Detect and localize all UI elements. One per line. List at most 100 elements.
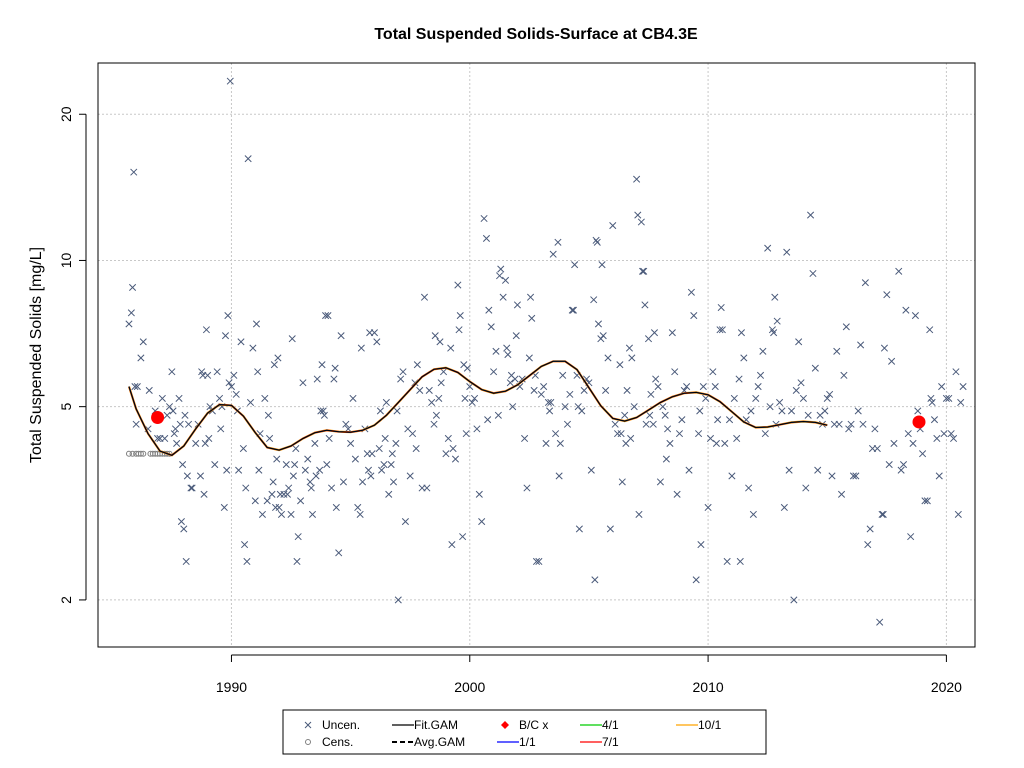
legend-item: Cens. bbox=[305, 735, 353, 749]
uncensored-point bbox=[828, 472, 836, 480]
uncensored-point bbox=[221, 332, 230, 340]
uncensored-point bbox=[269, 478, 277, 486]
uncensored-point bbox=[725, 416, 734, 424]
uncensored-point bbox=[617, 430, 625, 438]
uncensored-point bbox=[318, 361, 326, 369]
uncensored-point bbox=[187, 484, 195, 492]
uncensored-point bbox=[230, 371, 238, 379]
legend-label: Cens. bbox=[322, 735, 353, 749]
uncensored-point bbox=[697, 541, 705, 549]
uncensored-point bbox=[649, 420, 657, 428]
uncensored-point bbox=[368, 450, 376, 458]
uncensored-point bbox=[718, 326, 726, 334]
uncensored-point bbox=[555, 472, 563, 480]
uncensored-point bbox=[895, 267, 903, 275]
uncensored-point bbox=[288, 335, 296, 343]
uncensored-point bbox=[332, 503, 340, 512]
uncensored-point bbox=[389, 478, 398, 486]
uncensored-point bbox=[866, 525, 874, 533]
uncensored-point bbox=[814, 466, 822, 474]
uncensored-point bbox=[773, 317, 781, 325]
uncensored-point bbox=[883, 291, 891, 299]
uncensored-point bbox=[861, 279, 869, 287]
uncensored-point bbox=[571, 261, 579, 269]
uncensored-point bbox=[381, 434, 389, 443]
uncensored-point bbox=[283, 490, 292, 498]
uncensored-point bbox=[837, 490, 846, 498]
legend-item: Uncen. bbox=[304, 718, 360, 732]
uncensored-point bbox=[158, 394, 166, 402]
uncensored-point bbox=[304, 455, 312, 463]
uncensored-point bbox=[217, 425, 225, 433]
uncensored-point bbox=[497, 265, 505, 273]
uncensored-point bbox=[224, 312, 232, 320]
uncensored-point bbox=[733, 434, 741, 443]
legend-label: Fit.GAM bbox=[414, 718, 458, 732]
uncensored-point bbox=[857, 341, 865, 349]
uncensored-point bbox=[640, 267, 648, 275]
uncensored-point bbox=[535, 557, 543, 566]
uncensored-point bbox=[447, 344, 455, 352]
uncensored-point bbox=[211, 460, 219, 469]
uncensored-point bbox=[749, 510, 757, 518]
uncensored-point bbox=[273, 455, 281, 463]
uncensored-point bbox=[235, 466, 243, 474]
uncensored-point bbox=[954, 510, 962, 518]
uncensored-point bbox=[766, 403, 774, 411]
uncensored-point bbox=[237, 338, 245, 346]
uncensored-point bbox=[364, 466, 373, 474]
uncensored-point bbox=[387, 460, 395, 469]
uncensored-point bbox=[721, 439, 729, 447]
uncensored-point bbox=[173, 439, 181, 447]
uncensored-point bbox=[723, 557, 731, 566]
uncensored-point bbox=[268, 490, 276, 498]
uncensored-point bbox=[161, 434, 169, 443]
uncensored-point bbox=[496, 272, 504, 280]
uncensored-point bbox=[807, 211, 815, 219]
uncensored-point bbox=[845, 425, 853, 433]
legend: Uncen. Cens. Fit.GAM Avg.GAM B/C x 1/1 4/1 7/1 1… bbox=[282, 709, 767, 755]
uncensored-point bbox=[251, 497, 259, 505]
uncensored-point bbox=[239, 444, 247, 453]
uncensored-point bbox=[354, 503, 362, 512]
uncensored-point bbox=[871, 425, 879, 433]
legend-label: 1/1 bbox=[519, 735, 536, 749]
uncensored-point bbox=[511, 375, 519, 383]
uncensored-point bbox=[449, 444, 457, 453]
uncensored-point bbox=[440, 368, 448, 376]
uncensored-point bbox=[602, 386, 610, 394]
uncensored-point bbox=[357, 344, 365, 352]
legend-circle-symbol bbox=[305, 739, 311, 745]
uncensored-point bbox=[899, 460, 908, 469]
uncensored-point bbox=[752, 394, 760, 402]
uncensored-point bbox=[530, 386, 538, 394]
uncensored-point bbox=[811, 364, 819, 372]
uncensored-point bbox=[339, 478, 348, 486]
uncensored-point bbox=[926, 326, 934, 334]
uncensored-point bbox=[413, 361, 421, 369]
uncensored-point bbox=[521, 434, 529, 443]
uncensored-point bbox=[690, 312, 698, 320]
uncensored-point bbox=[394, 596, 402, 604]
uncensored-point bbox=[864, 541, 872, 549]
uncensored-point bbox=[652, 375, 660, 383]
uncensored-point bbox=[317, 407, 325, 415]
uncensored-point bbox=[331, 364, 339, 372]
uncensored-point bbox=[393, 407, 401, 415]
uncensored-point bbox=[506, 379, 514, 387]
uncensored-point bbox=[704, 503, 712, 512]
legend-item: 7/1 bbox=[580, 735, 619, 749]
uncensored-point bbox=[528, 314, 536, 322]
uncensored-point bbox=[728, 472, 736, 480]
legend-item: 1/1 bbox=[497, 735, 536, 749]
uncensored-point bbox=[625, 344, 633, 352]
uncensored-point bbox=[223, 466, 231, 474]
uncensored-point bbox=[604, 354, 612, 362]
uncensored-point bbox=[761, 430, 769, 438]
uncensored-point bbox=[378, 466, 386, 474]
uncensored-point bbox=[852, 472, 860, 480]
uncensored-point bbox=[392, 439, 400, 447]
uncensored-point bbox=[554, 238, 562, 246]
uncensored-point bbox=[523, 484, 531, 492]
legend-item: Avg.GAM bbox=[392, 735, 465, 749]
